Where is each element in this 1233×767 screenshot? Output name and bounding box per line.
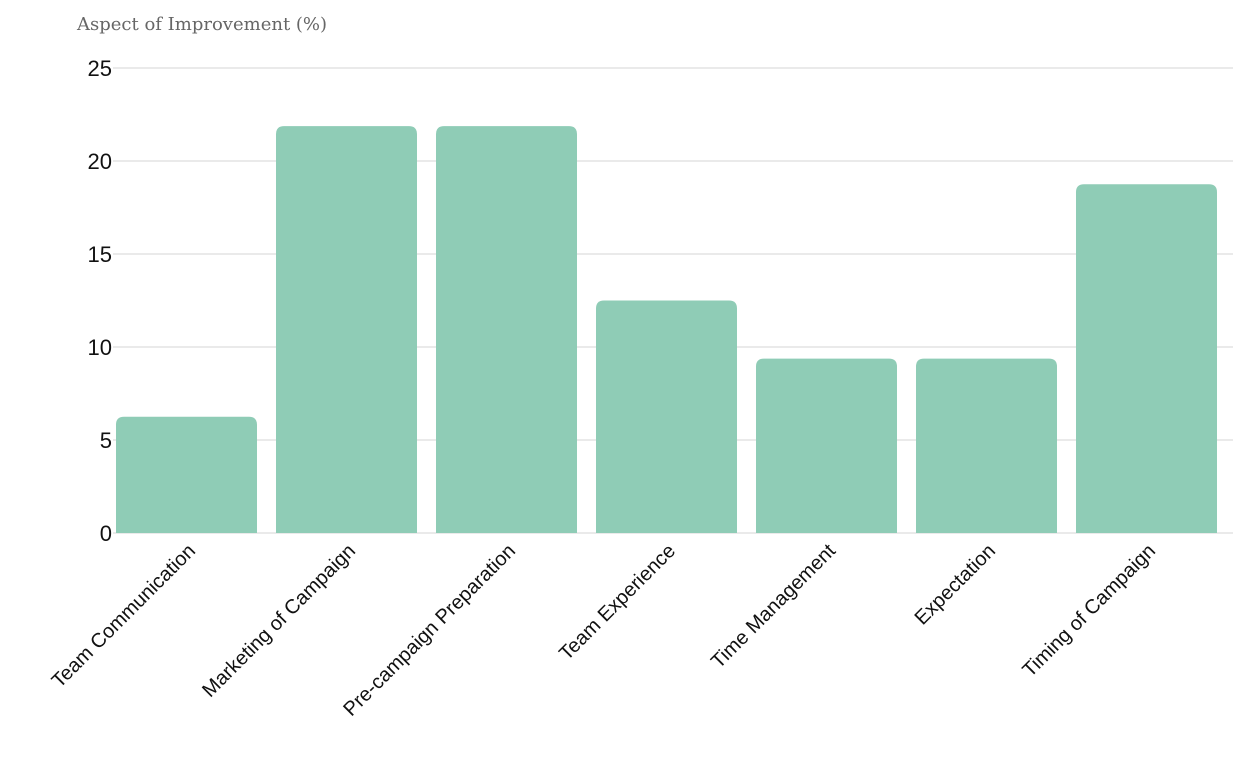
y-tick-label: 10 <box>88 335 112 360</box>
y-tick-label: 5 <box>100 428 112 453</box>
bar <box>276 126 417 533</box>
bar <box>436 126 577 533</box>
x-tick-label: Team Communication <box>48 540 200 692</box>
y-axis-ticks: 0 5 10 15 20 25 <box>88 56 112 546</box>
y-tick-label: 25 <box>88 56 112 81</box>
x-tick-label: Pre-campaign Preparation <box>339 540 520 721</box>
y-tick-label: 20 <box>88 149 112 174</box>
x-tick-label: Timing of Campaign <box>1018 540 1160 682</box>
bar <box>596 300 737 533</box>
bars <box>116 126 1217 533</box>
y-tick-label: 15 <box>88 242 112 267</box>
x-tick-label: Expectation <box>911 540 1000 629</box>
x-tick-label: Marketing of Campaign <box>198 540 360 702</box>
y-tick-label: 0 <box>100 521 112 546</box>
x-tick-label: Team Experience <box>555 540 680 665</box>
chart-title: Aspect of Improvement (%) <box>76 14 327 35</box>
x-tick-label: Time Management <box>707 540 840 673</box>
bar <box>1076 184 1217 533</box>
bar <box>116 416 257 533</box>
bar <box>756 358 897 533</box>
bar <box>916 358 1057 533</box>
